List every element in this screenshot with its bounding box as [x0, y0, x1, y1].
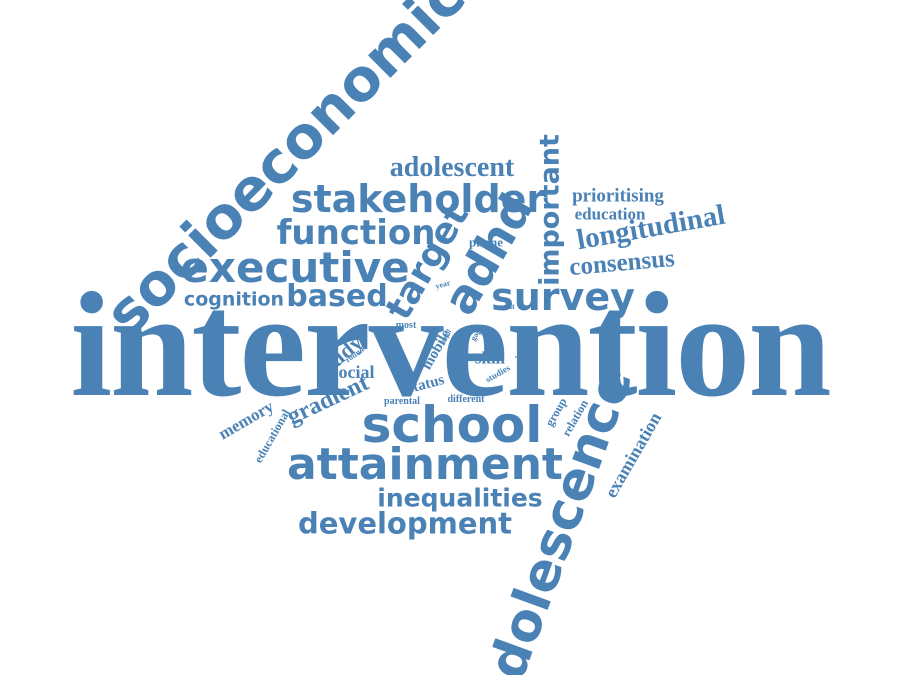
word-stakeholder: stakeholder	[290, 177, 546, 221]
word-education: education	[574, 204, 646, 224]
word-most: most	[395, 320, 417, 331]
word-adolescent: adolescent	[389, 152, 515, 183]
word-skill: skill	[474, 348, 506, 368]
word-primary: primary	[513, 330, 526, 370]
word-social: social	[331, 362, 375, 382]
word-result: result	[495, 302, 515, 311]
word-attainment: attainment	[287, 439, 563, 490]
word-prioritising: prioritising	[572, 185, 664, 207]
word-development: development	[297, 506, 513, 541]
word-phone: phone	[469, 234, 503, 250]
word-different: different	[447, 394, 485, 405]
word-intervention: intervention	[70, 262, 831, 428]
word-survey: survey	[491, 275, 635, 319]
word-cognition: cognition	[183, 288, 285, 311]
word-school: school	[361, 396, 543, 454]
word-parental: parental	[384, 396, 420, 407]
word-function: function	[276, 213, 436, 253]
word-based: based	[286, 279, 388, 314]
word-executive: executive	[180, 243, 410, 292]
word-important: important	[534, 134, 566, 286]
word-inequalities: inequalities	[377, 483, 543, 513]
